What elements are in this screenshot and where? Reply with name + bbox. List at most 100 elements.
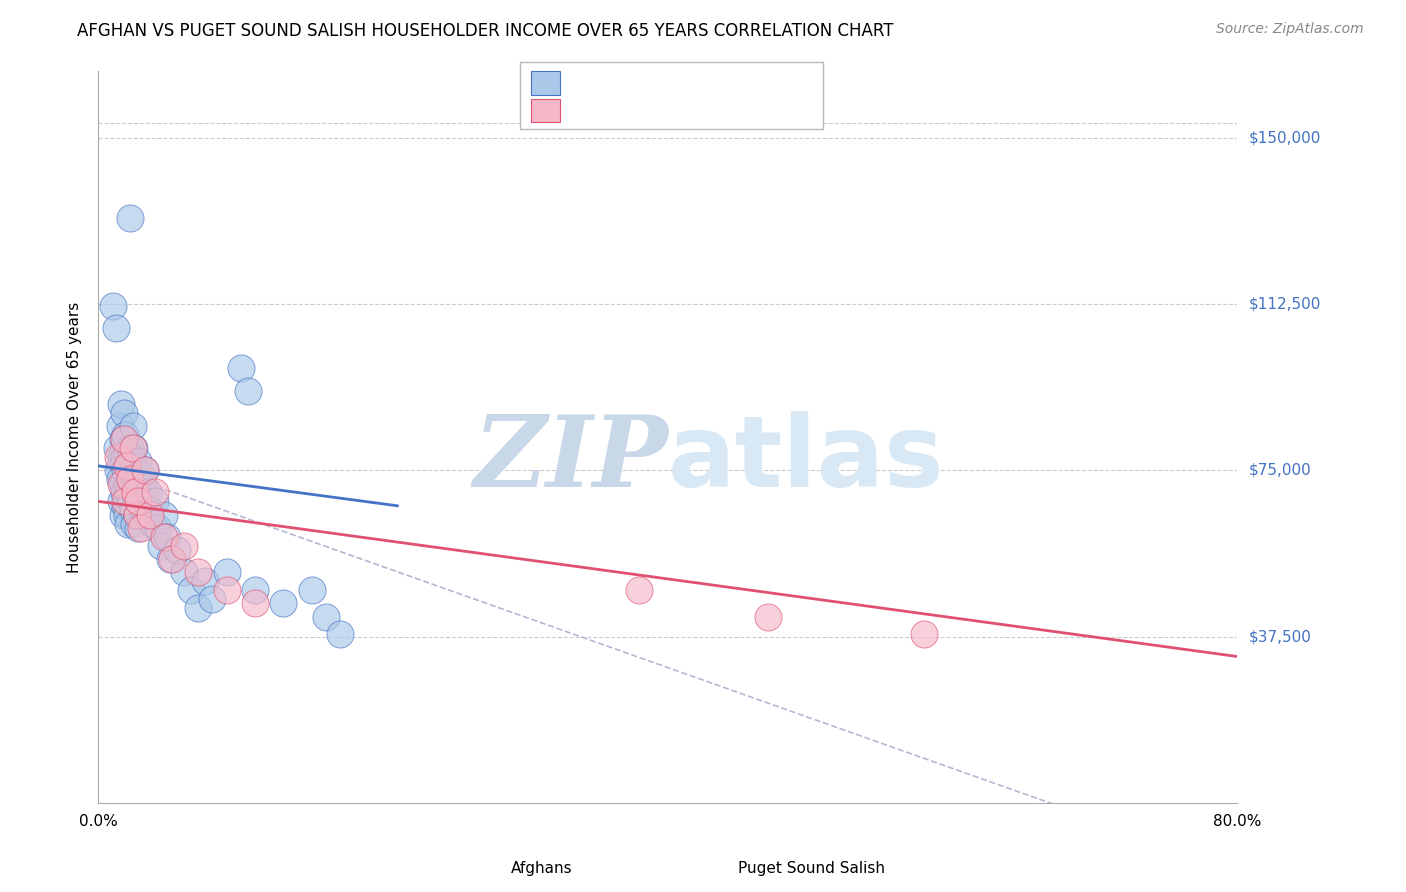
Point	[187, 566, 209, 580]
Point	[215, 582, 238, 597]
Point	[215, 566, 238, 580]
Point	[329, 627, 352, 641]
Point	[125, 508, 148, 522]
Ellipse shape	[481, 858, 502, 880]
Point	[124, 490, 146, 504]
Point	[129, 467, 152, 482]
Point	[129, 521, 152, 535]
Point	[118, 211, 141, 225]
Text: ZIP: ZIP	[472, 411, 668, 508]
Point	[120, 494, 142, 508]
Point	[101, 299, 124, 313]
Text: atlas: atlas	[668, 410, 945, 508]
Point	[912, 627, 935, 641]
Point	[111, 432, 134, 446]
Point	[132, 494, 155, 508]
Point	[115, 508, 138, 522]
Text: $150,000: $150,000	[1249, 130, 1320, 145]
Point	[111, 476, 134, 491]
Point	[121, 441, 143, 455]
Point	[141, 516, 163, 531]
Point	[125, 508, 148, 522]
Point	[273, 596, 295, 610]
Point	[122, 441, 145, 455]
Point	[110, 494, 132, 508]
Point	[114, 428, 136, 442]
Point	[134, 463, 156, 477]
Text: R =: R =	[568, 76, 602, 90]
Point	[148, 521, 170, 535]
Point	[315, 609, 337, 624]
Point	[180, 582, 202, 597]
Point	[194, 574, 217, 589]
Point	[110, 450, 132, 464]
Point	[104, 321, 127, 335]
Point	[112, 450, 135, 464]
Text: 23: 23	[718, 103, 738, 118]
Point	[243, 582, 266, 597]
Point	[121, 503, 143, 517]
Text: $37,500: $37,500	[1249, 629, 1312, 644]
Point	[159, 552, 181, 566]
Point	[110, 397, 132, 411]
Point	[153, 530, 176, 544]
Text: $75,000: $75,000	[1249, 463, 1312, 478]
Point	[166, 543, 188, 558]
Point	[107, 463, 129, 477]
Point	[145, 494, 167, 508]
Point	[124, 458, 146, 473]
Ellipse shape	[709, 858, 730, 880]
Point	[105, 441, 128, 455]
Text: Afghans: Afghans	[510, 861, 572, 876]
Point	[114, 463, 136, 477]
Text: R =: R =	[568, 103, 602, 118]
Point	[115, 458, 138, 473]
Point	[162, 552, 184, 566]
Point	[127, 485, 149, 500]
Point	[122, 516, 145, 531]
Text: -0.446: -0.446	[605, 103, 654, 118]
Point	[117, 458, 139, 473]
Point	[138, 508, 160, 522]
Point	[756, 609, 779, 624]
Point	[301, 582, 323, 597]
Point	[107, 450, 129, 464]
Point	[138, 503, 160, 517]
Text: N =: N =	[673, 76, 717, 90]
Point	[114, 499, 136, 513]
Text: Puget Sound Salish: Puget Sound Salish	[738, 861, 886, 876]
Text: $112,500: $112,500	[1249, 297, 1320, 311]
Point	[156, 530, 179, 544]
Point	[131, 476, 153, 491]
Point	[115, 476, 138, 491]
Point	[187, 600, 209, 615]
Point	[127, 521, 149, 535]
Text: N =: N =	[673, 103, 717, 118]
Point	[118, 472, 141, 486]
Point	[120, 450, 142, 464]
Point	[121, 419, 143, 434]
Point	[135, 508, 157, 522]
Point	[243, 596, 266, 610]
Point	[121, 463, 143, 477]
Point	[115, 445, 138, 459]
Point	[229, 361, 252, 376]
Point	[127, 454, 149, 468]
Point	[118, 441, 141, 455]
Point	[127, 494, 149, 508]
Point	[236, 384, 259, 398]
Point	[145, 485, 167, 500]
Text: Source: ZipAtlas.com: Source: ZipAtlas.com	[1216, 22, 1364, 37]
Text: AFGHAN VS PUGET SOUND SALISH HOUSEHOLDER INCOME OVER 65 YEARS CORRELATION CHART: AFGHAN VS PUGET SOUND SALISH HOUSEHOLDER…	[77, 22, 894, 40]
Point	[122, 476, 145, 491]
Point	[117, 485, 139, 500]
Point	[117, 516, 139, 531]
Point	[125, 472, 148, 486]
Point	[118, 472, 141, 486]
Point	[112, 485, 135, 500]
Point	[628, 582, 651, 597]
Point	[173, 539, 195, 553]
Point	[108, 472, 131, 486]
Point	[108, 419, 131, 434]
Text: 71: 71	[718, 76, 738, 90]
